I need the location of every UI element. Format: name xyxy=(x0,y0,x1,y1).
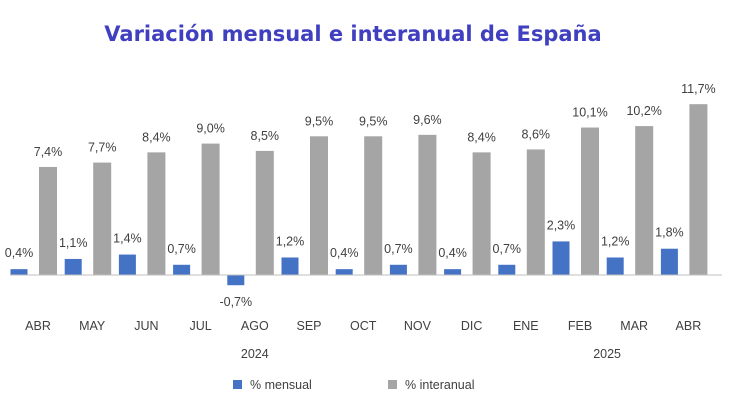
label-mensual-7: 0,7% xyxy=(384,242,413,256)
bars-layer: 0,4% 7,4% 1,1% 7,7% 1,4% 8,4% 0,7% 9,0% -0,7% 8,5… xyxy=(5,82,716,309)
label-interanual-12: 11,7% xyxy=(681,82,716,96)
bar-mensual-12 xyxy=(660,248,678,275)
x-tick-3: JUL xyxy=(189,319,211,333)
x-tick-labels: ABR MAY JUN JUL AGO SEP OCT NOV DIC ENE FEB MAR ABR xyxy=(25,319,701,333)
x-tick-10: FEB xyxy=(568,319,592,333)
bar-mensual-0 xyxy=(10,269,28,275)
label-mensual-4: -0,7% xyxy=(219,295,252,309)
label-mensual-5: 1,2% xyxy=(276,234,305,248)
bar-interanual-6 xyxy=(364,136,383,275)
label-mensual-9: 0,7% xyxy=(493,242,522,256)
bar-interanual-3 xyxy=(201,143,220,275)
label-interanual-2: 8,4% xyxy=(142,130,171,144)
bar-mensual-7 xyxy=(389,264,407,275)
bar-interanual-1 xyxy=(93,162,112,275)
bar-interanual-5 xyxy=(310,136,328,275)
year-label-2024: 2024 xyxy=(241,347,269,361)
label-interanual-4: 8,5% xyxy=(251,129,280,143)
legend-swatch-interanual xyxy=(388,380,397,389)
label-mensual-11: 1,2% xyxy=(601,234,630,248)
bar-mensual-3 xyxy=(173,264,191,275)
bar-mensual-2 xyxy=(118,254,136,275)
bar-mensual-5 xyxy=(281,257,299,275)
bar-interanual-9 xyxy=(526,149,545,275)
x-tick-12: ABR xyxy=(676,319,702,333)
label-interanual-8: 8,4% xyxy=(467,130,496,144)
label-interanual-0: 7,4% xyxy=(34,145,63,159)
bar-interanual-4 xyxy=(255,150,274,275)
label-interanual-6: 9,5% xyxy=(359,114,388,128)
x-tick-11: MAR xyxy=(620,319,648,333)
bar-interanual-11 xyxy=(635,126,654,275)
label-interanual-11: 10,2% xyxy=(626,104,661,118)
label-mensual-0: 0,4% xyxy=(5,246,34,260)
label-interanual-1: 7,7% xyxy=(88,141,117,155)
x-tick-2: JUN xyxy=(134,319,158,333)
x-tick-8: DIC xyxy=(461,319,483,333)
bar-interanual-2 xyxy=(147,152,166,275)
bar-mensual-4 xyxy=(227,275,245,286)
legend: % mensual % interanual xyxy=(233,378,475,392)
label-mensual-8: 0,4% xyxy=(438,246,467,260)
label-interanual-5: 9,5% xyxy=(305,114,334,128)
bar-interanual-0 xyxy=(39,166,57,275)
x-tick-0: ABR xyxy=(25,319,51,333)
x-tick-5: SEP xyxy=(296,319,321,333)
bar-mensual-6 xyxy=(335,269,353,275)
label-interanual-9: 8,6% xyxy=(522,127,551,141)
x-tick-1: MAY xyxy=(79,319,106,333)
bar-interanual-10 xyxy=(581,127,599,275)
bar-mensual-11 xyxy=(606,257,624,275)
x-tick-6: OCT xyxy=(350,319,377,333)
bar-interanual-12 xyxy=(689,104,708,276)
bar-mensual-9 xyxy=(498,264,516,275)
bar-interanual-7 xyxy=(418,134,437,275)
label-mensual-10: 2,3% xyxy=(547,218,576,232)
label-mensual-6: 0,4% xyxy=(330,246,359,260)
legend-label-interanual: % interanual xyxy=(405,378,475,392)
year-label-2025: 2025 xyxy=(593,347,621,361)
bar-mensual-1 xyxy=(64,258,82,275)
label-interanual-7: 9,6% xyxy=(413,113,442,127)
year-labels: 2024 2025 xyxy=(241,347,621,361)
label-mensual-3: 0,7% xyxy=(167,242,196,256)
x-tick-7: NOV xyxy=(404,319,432,333)
x-tick-4: AGO xyxy=(241,319,269,333)
label-mensual-1: 1,1% xyxy=(59,236,88,250)
bar-interanual-8 xyxy=(472,152,491,275)
chart-title: Variación mensual e interanual de España xyxy=(104,22,601,46)
legend-label-mensual: % mensual xyxy=(250,378,312,392)
x-tick-9: ENE xyxy=(513,319,539,333)
bar-mensual-8 xyxy=(444,269,462,275)
bar-mensual-10 xyxy=(552,241,570,275)
label-interanual-10: 10,1% xyxy=(572,106,607,120)
label-mensual-12: 1,8% xyxy=(655,226,684,240)
legend-swatch-mensual xyxy=(233,380,242,389)
label-mensual-2: 1,4% xyxy=(113,232,142,246)
label-interanual-3: 9,0% xyxy=(196,122,225,136)
